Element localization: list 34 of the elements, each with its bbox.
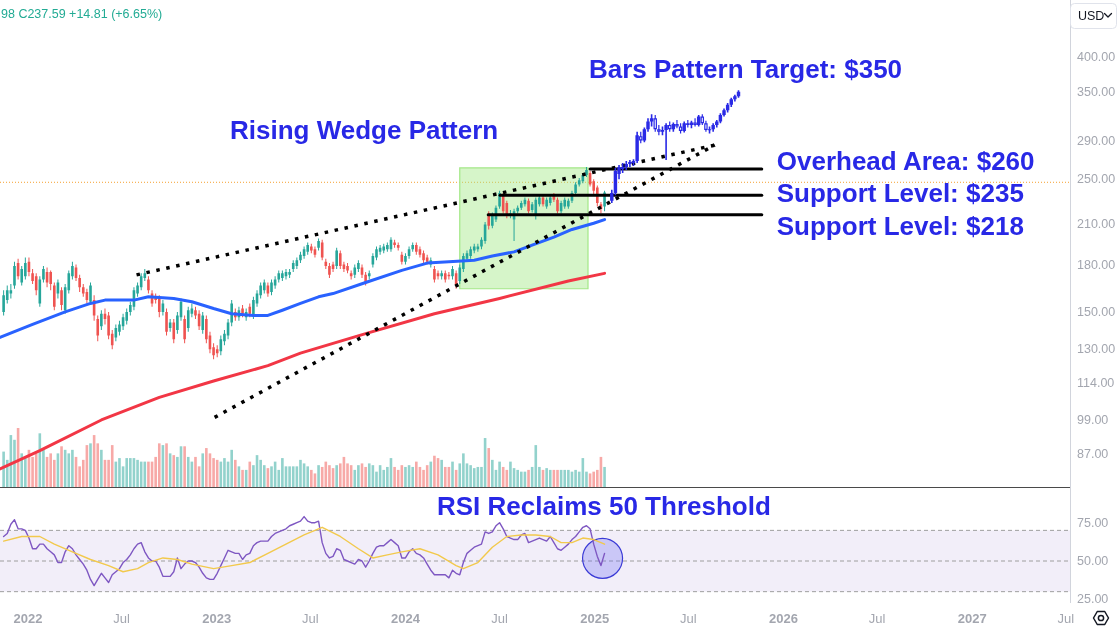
x-tick-label: Jul xyxy=(113,610,130,626)
x-tick-label: 2025 xyxy=(580,610,610,626)
x-tick-label: Jul xyxy=(301,610,319,626)
text: USD xyxy=(1078,9,1105,23)
y-tick-label: 114.00 xyxy=(1077,376,1115,391)
y-tick-label: 25.00 xyxy=(1077,592,1109,607)
x-tick-label: 2024 xyxy=(390,610,421,626)
x-tick-label: 2022 xyxy=(13,610,43,626)
annotation: 98 C237.59 +14.81 (+6.65%) xyxy=(1,7,163,21)
annotation: RSI Reclaims 50 Threshold xyxy=(437,491,771,521)
annotation: Support Level: $235 xyxy=(776,178,1024,209)
annotation: Bars Pattern Target: $350 xyxy=(588,53,903,84)
y-tick-label: 130.00 xyxy=(1077,342,1116,357)
x-tick-label: Jul xyxy=(680,610,697,626)
x-tick-label: Jul xyxy=(491,610,508,626)
y-tick-label: 87.00 xyxy=(1077,446,1109,461)
x-tick-label: 2026 xyxy=(769,610,798,626)
y-tick-label: 210.00 xyxy=(1077,217,1116,232)
y-tick-label: 50.00 xyxy=(1077,554,1109,569)
y-tick-label: 250.00 xyxy=(1077,172,1116,187)
y-tick-label: 290.00 xyxy=(1077,133,1116,148)
x-tick-label: Jul xyxy=(1057,610,1075,626)
x-tick-label: Jul xyxy=(868,610,886,626)
x-tick-label: 2027 xyxy=(957,610,987,626)
y-tick-label: 400.00 xyxy=(1077,49,1116,64)
x-tick-label: 2023 xyxy=(202,610,232,626)
y-tick-label: 350.00 xyxy=(1077,84,1116,99)
annotation: Rising Wedge Pattern xyxy=(230,115,499,145)
y-tick-label: 75.00 xyxy=(1077,515,1109,530)
y-tick-label: 180.00 xyxy=(1077,257,1116,272)
annotation: Overhead Area: $260 xyxy=(776,145,1035,176)
annotation: Support Level: $218 xyxy=(776,210,1024,241)
y-tick-label: 150.00 xyxy=(1077,304,1116,319)
y-tick-label: 99.00 xyxy=(1077,412,1109,427)
